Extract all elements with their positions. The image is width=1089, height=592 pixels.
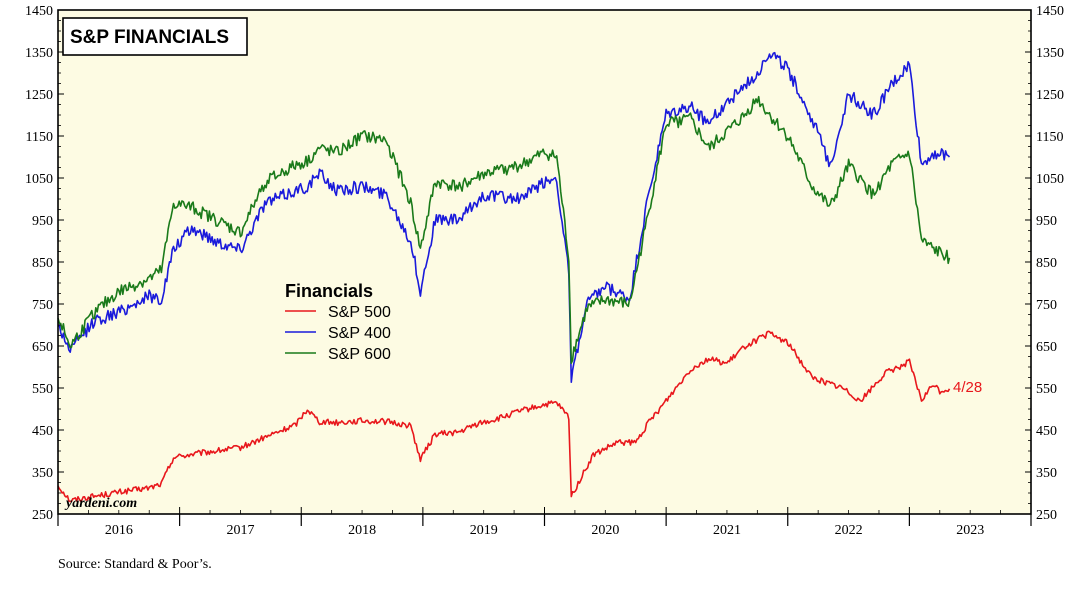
x-tick-label: 2019 (470, 523, 498, 538)
y-tick-label-right: 750 (1036, 298, 1057, 313)
source-note: Source: Standard & Poor’s. (58, 557, 212, 572)
x-tick-label: 2021 (713, 523, 741, 538)
y-tick-label-left: 550 (32, 382, 53, 397)
y-tick-label-right: 450 (1036, 424, 1057, 439)
y-tick-label-right: 1450 (1036, 4, 1064, 19)
y-tick-label-left: 650 (32, 340, 53, 355)
y-tick-label-left: 250 (32, 508, 53, 523)
y-tick-label-left: 750 (32, 298, 53, 313)
x-tick-label: 2017 (226, 523, 254, 538)
y-tick-label-left: 950 (32, 214, 53, 229)
legend-label-sp600: S&P 600 (328, 346, 391, 363)
y-tick-label-left: 1150 (26, 130, 53, 145)
y-tick-label-left: 450 (32, 424, 53, 439)
axis-layer: 250 250 350 350 450 450 550 550 650 650 750 750 850 8… (25, 4, 1064, 538)
y-tick-label-right: 250 (1036, 508, 1057, 523)
legend: Financials S&P 500 S&P 400 S&P 600 (285, 281, 391, 363)
series-line-sp400 (57, 51, 951, 383)
legend-entry-sp600: S&P 600 (285, 346, 391, 363)
y-tick-label-right: 550 (1036, 382, 1057, 397)
x-tick-label: 2016 (105, 523, 133, 538)
y-tick-label-left: 850 (32, 256, 53, 271)
series-line-sp600 (57, 95, 951, 364)
x-tick-label: 2022 (835, 523, 863, 538)
y-tick-label-right: 1350 (1036, 46, 1064, 61)
y-tick-label-left: 350 (32, 466, 53, 481)
watermark: yardeni.com (64, 496, 137, 511)
series-line-sp500 (57, 330, 951, 503)
series-layer (57, 51, 951, 503)
legend-entry-sp400: S&P 400 (285, 325, 391, 342)
y-tick-label-right: 1050 (1036, 172, 1064, 187)
y-tick-label-right: 350 (1036, 466, 1057, 481)
x-tick-label: 2023 (956, 523, 984, 538)
x-tick-label: 2018 (348, 523, 376, 538)
y-tick-label-right: 850 (1036, 256, 1057, 271)
legend-title: Financials (285, 281, 373, 301)
y-tick-label-right: 1150 (1036, 130, 1063, 145)
legend-entry-sp500: S&P 500 (285, 304, 391, 321)
y-tick-label-right: 950 (1036, 214, 1057, 229)
legend-label-sp400: S&P 400 (328, 325, 391, 342)
y-tick-label-left: 1350 (25, 46, 53, 61)
chart-title-box: S&P FINANCIALS (62, 17, 248, 56)
legend-label-sp500: S&P 500 (328, 304, 391, 321)
end-date-label: 4/28 (953, 379, 982, 396)
x-tick-label: 2020 (591, 523, 619, 538)
y-tick-label-left: 1250 (25, 88, 53, 103)
y-tick-label-right: 1250 (1036, 88, 1064, 103)
y-tick-label-left: 1050 (25, 172, 53, 187)
chart-title: S&P FINANCIALS (70, 27, 229, 48)
y-tick-label-right: 650 (1036, 340, 1057, 355)
y-tick-label-left: 1450 (25, 4, 53, 19)
plot-background (58, 10, 1031, 514)
